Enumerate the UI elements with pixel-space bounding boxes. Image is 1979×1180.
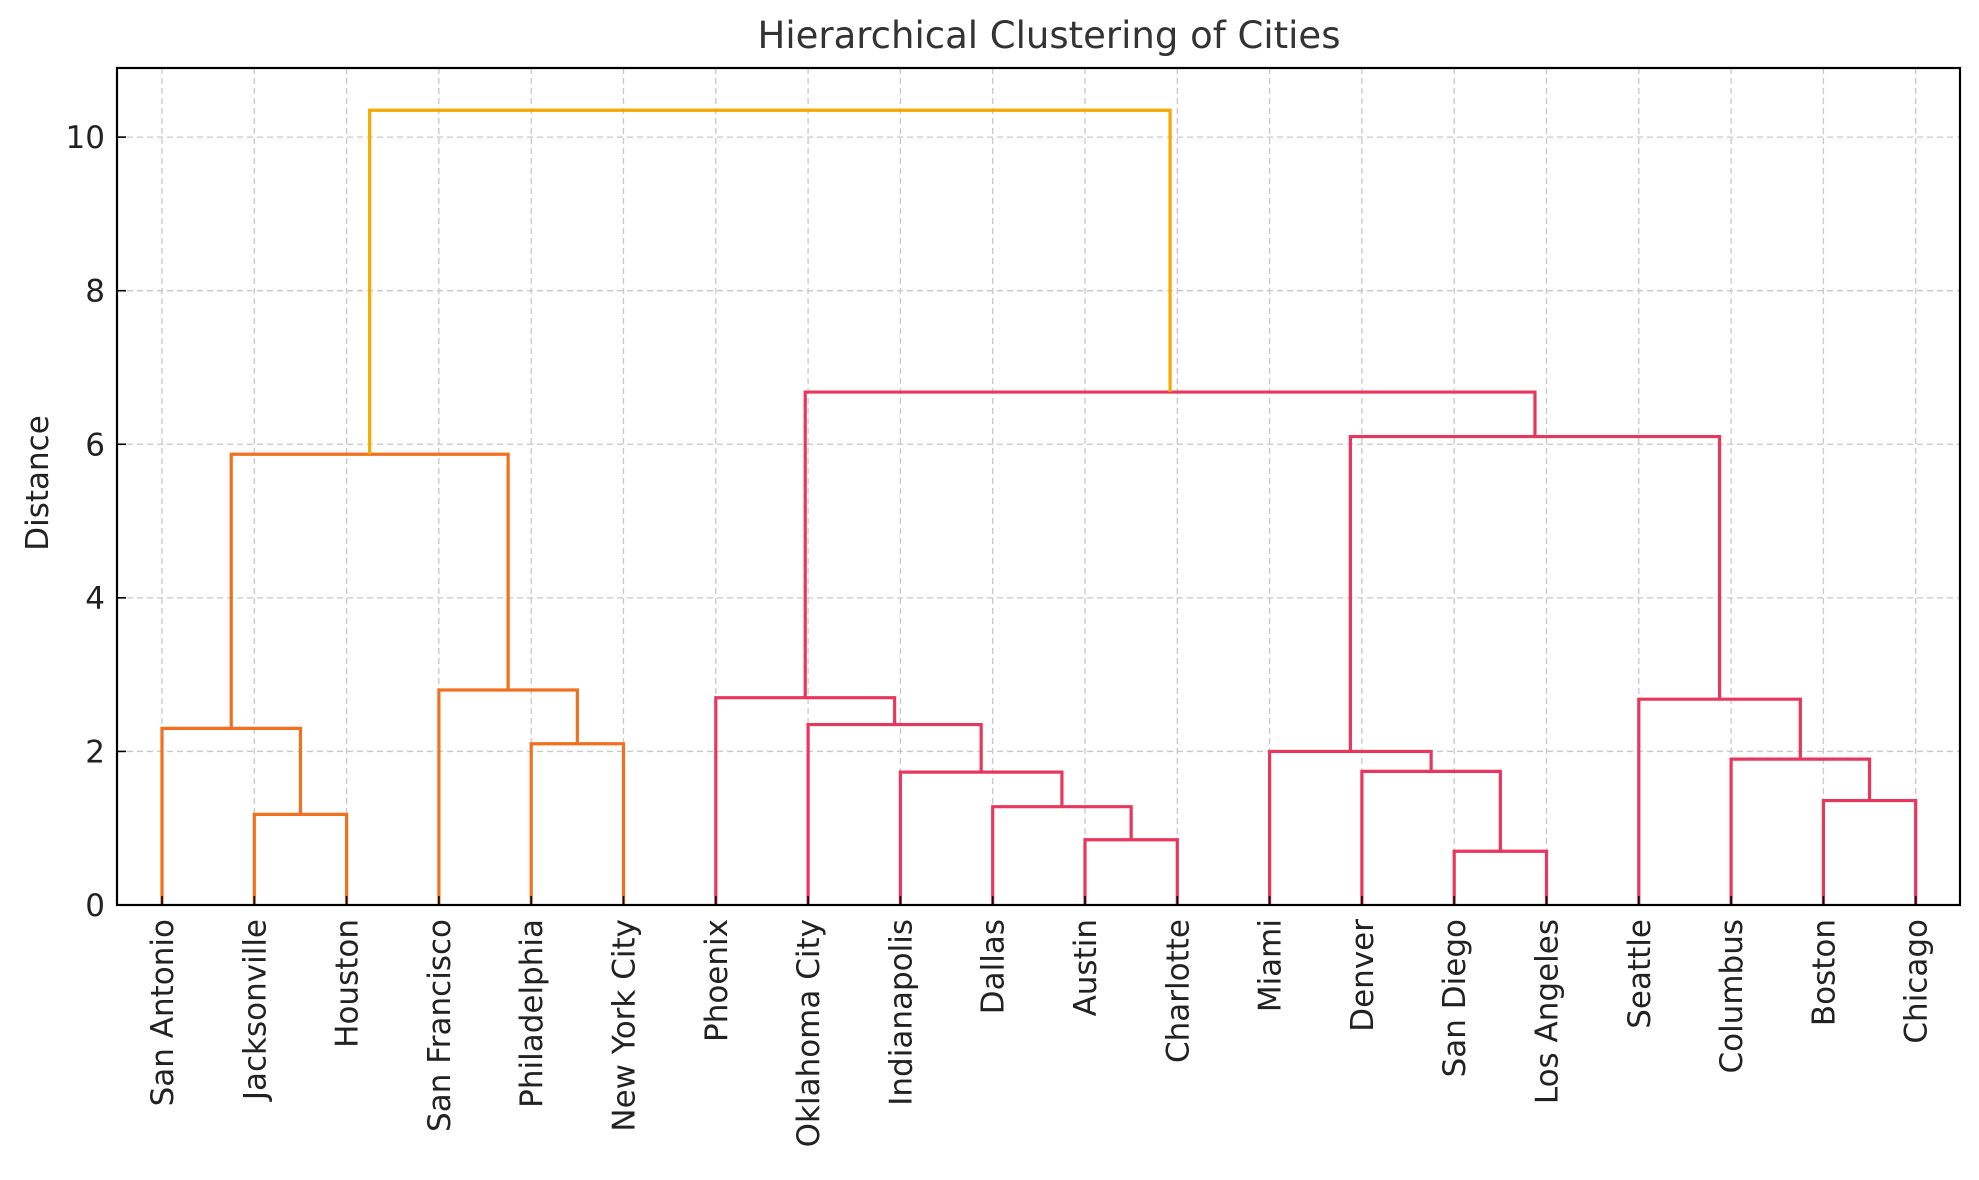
x-tick-label-12: Miami xyxy=(1253,919,1289,1012)
dendrogram-link-E xyxy=(229,452,510,729)
x-tick-label-2: Houston xyxy=(330,919,366,1048)
dendrogram-link-A xyxy=(252,812,349,905)
x-tick-label-4: Philadelphia xyxy=(514,919,550,1108)
y-tick-label-4: 4 xyxy=(85,581,105,617)
dendrogram-link-Q xyxy=(1348,434,1722,752)
x-tick-label-13: Denver xyxy=(1345,919,1381,1032)
x-tick-label-18: Boston xyxy=(1806,919,1842,1026)
dendrogram-link-I xyxy=(806,722,983,905)
y-tick-label-2: 2 xyxy=(85,734,105,770)
x-tick-label-1: Jacksonville xyxy=(237,919,273,1102)
x-tick-label-0: San Antonio xyxy=(145,919,181,1106)
dendrogram-link-D xyxy=(437,688,579,905)
x-tick-label-16: Seattle xyxy=(1622,919,1658,1029)
dendrogram-link-G xyxy=(991,805,1133,905)
dendrogram-link-M xyxy=(1268,749,1433,905)
dendrogram-link-P xyxy=(1637,697,1802,905)
x-tick-label-11: Charlotte xyxy=(1160,919,1196,1063)
dendrogram-links xyxy=(160,108,1918,905)
y-axis-label: Distance xyxy=(20,415,56,551)
x-tick-label-17: Columbus xyxy=(1714,919,1750,1074)
dendrogram-link-J xyxy=(714,696,897,905)
x-tick-label-7: Oklahoma City xyxy=(791,919,827,1147)
x-tick-label-8: Indianapolis xyxy=(883,919,919,1106)
x-tick-label-5: New York City xyxy=(607,919,643,1132)
dendrogram-link-S xyxy=(368,108,1172,455)
grid-lines xyxy=(117,68,1960,905)
x-tick-label-6: Phoenix xyxy=(699,919,735,1042)
dendrogram-link-F xyxy=(1083,838,1179,905)
x-tick-label-10: Austin xyxy=(1068,919,1104,1016)
dendrogram-link-O xyxy=(1729,757,1872,905)
dendrogram-link-C xyxy=(529,742,626,905)
dendrogram-link-L xyxy=(1360,769,1502,905)
y-axis-ticks: 0 2 4 6 8 10 xyxy=(66,120,126,924)
x-tick-label-9: Dallas xyxy=(976,919,1012,1014)
x-tick-label-15: Los Angeles xyxy=(1530,919,1566,1104)
y-tick-label-0: 0 xyxy=(85,888,105,924)
dendrogram-link-R xyxy=(803,390,1537,698)
x-axis-ticks: San Antonio Jacksonville Houston San Franci… xyxy=(145,896,1935,1147)
dendrogram-link-B xyxy=(160,726,303,905)
plot-frame xyxy=(115,66,1962,907)
y-tick-label-8: 8 xyxy=(85,274,105,310)
y-tick-label-6: 6 xyxy=(85,427,105,463)
x-tick-label-19: Chicago xyxy=(1899,919,1935,1044)
dendrogram-link-K xyxy=(1452,849,1549,905)
x-tick-label-3: San Francisco xyxy=(422,919,458,1132)
dendrogram-link-N xyxy=(1821,798,1918,905)
chart-title: Hierarchical Clustering of Cities xyxy=(758,14,1341,57)
x-tick-label-14: San Diego xyxy=(1437,919,1473,1077)
dendrogram-link-H xyxy=(898,770,1064,905)
y-tick-label-10: 10 xyxy=(66,120,105,156)
